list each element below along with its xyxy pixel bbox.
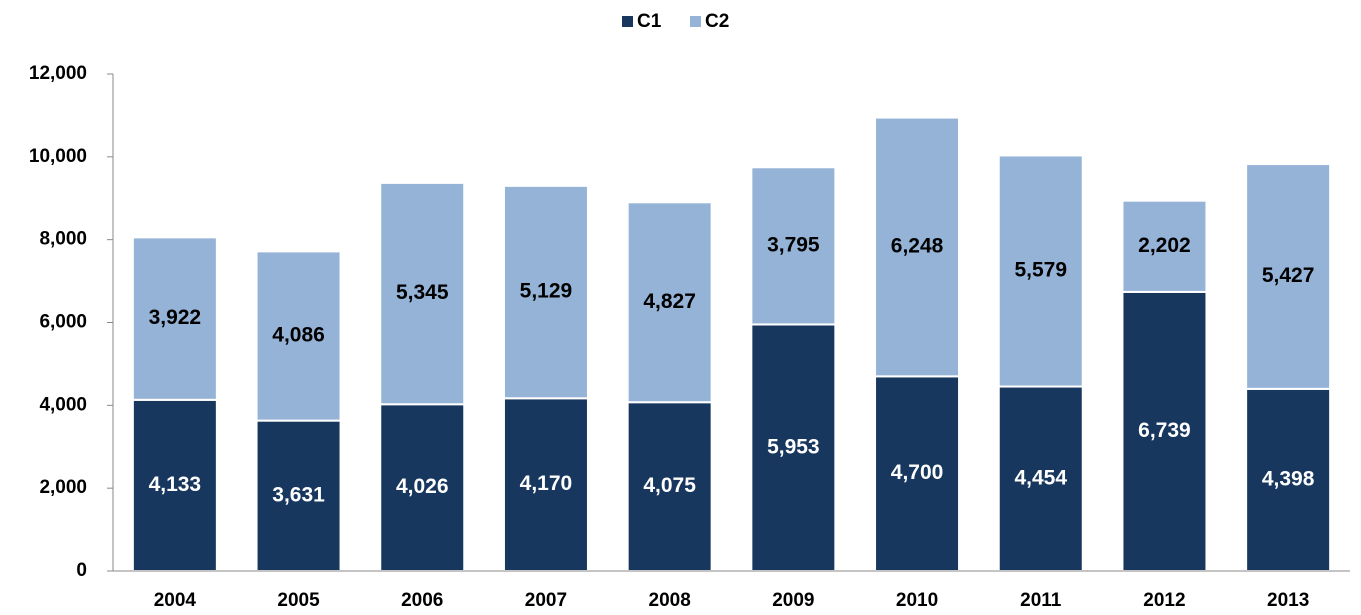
- x-tick-label: 2007: [525, 590, 567, 611]
- data-label: 4,700: [891, 461, 944, 484]
- x-tick-label: 2006: [401, 590, 443, 611]
- legend-swatch: [690, 16, 701, 27]
- bar-segment: [379, 181, 466, 406]
- legend-label: C2: [705, 11, 729, 32]
- bar-segment: [255, 250, 342, 422]
- y-tick-label: 8,000: [39, 229, 87, 250]
- x-tick-label: 2012: [1143, 590, 1185, 611]
- data-label: 5,345: [396, 281, 449, 304]
- bar-segment: [1121, 290, 1208, 572]
- x-tick-label: 2005: [277, 590, 320, 611]
- y-tick-label: 0: [76, 560, 87, 581]
- x-tick-label: 2010: [896, 590, 938, 611]
- bar-segment: [997, 154, 1084, 388]
- y-tick-label: 10,000: [29, 146, 87, 167]
- data-label: 4,086: [272, 324, 325, 347]
- bar-segment: [626, 201, 713, 404]
- x-tick-label: 2004: [154, 590, 197, 611]
- bar-segment: [131, 236, 218, 401]
- legend-label: C1: [637, 11, 662, 32]
- data-label: 4,133: [149, 473, 202, 496]
- bar-segment: [997, 385, 1084, 572]
- data-label: 3,922: [149, 306, 202, 329]
- data-label: 2,202: [1138, 234, 1191, 257]
- x-tick-label: 2013: [1267, 590, 1309, 611]
- data-label: 4,026: [396, 475, 449, 498]
- data-label: 5,129: [520, 280, 573, 303]
- data-label: 4,075: [643, 474, 696, 497]
- bar-segment: [874, 375, 961, 573]
- bar-segment: [502, 397, 589, 573]
- legend-swatch: [622, 16, 633, 27]
- bar-segment: [502, 184, 589, 400]
- data-label: 5,953: [767, 435, 820, 458]
- data-label: 5,579: [1014, 259, 1067, 282]
- y-tick-label: 12,000: [29, 63, 87, 84]
- bar-segment: [255, 419, 342, 572]
- bar-segment: [750, 323, 837, 573]
- data-label: 4,454: [1014, 466, 1067, 489]
- data-label: 3,795: [767, 233, 820, 256]
- bar-segment: [874, 116, 961, 378]
- data-label: 4,170: [520, 472, 573, 495]
- data-label: 3,631: [272, 483, 325, 506]
- data-label: 4,827: [643, 290, 696, 313]
- y-tick-label: 2,000: [39, 477, 87, 498]
- bar-segment: [1121, 199, 1208, 293]
- bar-segment: [379, 403, 466, 572]
- x-tick-label: 2009: [772, 590, 814, 611]
- y-tick-label: 6,000: [39, 312, 87, 333]
- y-tick-label: 4,000: [39, 394, 87, 415]
- data-label: 6,739: [1138, 419, 1191, 442]
- x-tick-label: 2011: [1020, 590, 1062, 611]
- data-label: 6,248: [891, 235, 944, 258]
- bar-segment: [1245, 163, 1332, 390]
- data-label: 5,427: [1262, 264, 1315, 287]
- x-tick-label: 2008: [649, 590, 691, 611]
- bar-segment: [750, 166, 837, 326]
- data-label: 4,398: [1262, 467, 1315, 490]
